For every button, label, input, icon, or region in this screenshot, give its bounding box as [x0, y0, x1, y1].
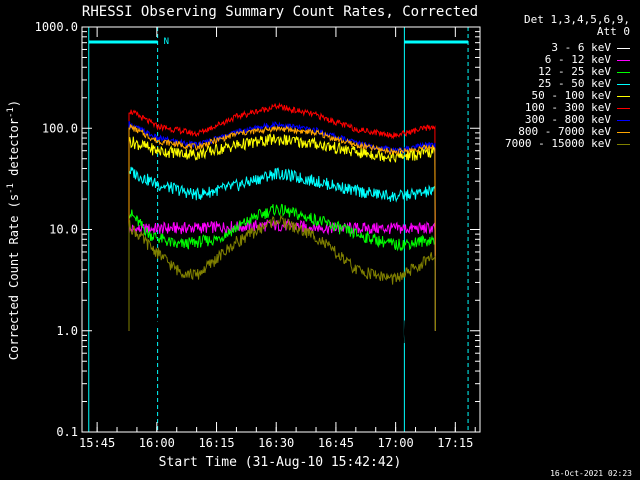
night-marker-label: N [164, 37, 169, 47]
y-tick-label: 0.1 [56, 425, 78, 439]
legend-swatch [617, 119, 630, 121]
legend-entry: 7000 - 15000 keV [505, 138, 630, 150]
legend-swatch [617, 131, 630, 133]
y-axis-label: Corrected Count Rate (s-1 detector-1) [6, 100, 21, 360]
legend-swatch [617, 59, 630, 61]
legend-swatch [617, 83, 630, 85]
x-tick-label: 16:15 [198, 436, 234, 450]
legend-entry: 50 - 100 keV [532, 90, 630, 102]
legend-attenuator-label: Att 0 [596, 25, 630, 38]
series-line [128, 133, 436, 331]
legend-entry: 3 - 6 keV [551, 42, 630, 54]
x-tick-label: 16:00 [139, 436, 175, 450]
y-tick-label: 10.0 [49, 223, 78, 237]
x-axis-label: Start Time (31-Aug-10 15:42:42) [159, 455, 402, 470]
series-line [128, 102, 436, 331]
y-tick-label: 100.0 [42, 121, 78, 135]
series-line [128, 213, 436, 331]
legend-entry: 300 - 800 keV [525, 114, 630, 126]
x-tick-label: 16:30 [258, 436, 294, 450]
legend-swatch [617, 47, 630, 49]
y-tick-label: 1.0 [56, 324, 78, 338]
x-tick-label: 16:45 [318, 436, 354, 450]
legend-entry: 6 - 12 keV [545, 54, 630, 66]
x-tick-label: 17:00 [378, 436, 414, 450]
x-tick-label: 17:15 [437, 436, 473, 450]
series-line [128, 203, 436, 331]
legend-entry: 25 - 50 keV [538, 78, 630, 90]
legend-swatch [617, 95, 630, 97]
legend-entry: 800 - 7000 keV [518, 126, 630, 138]
legend-entry: 12 - 25 keV [538, 66, 630, 78]
x-tick-label: 15:45 [79, 436, 115, 450]
series-layer [128, 102, 436, 347]
series-line [128, 218, 436, 331]
timestamp-label: 16-Oct-2021 02:23 [550, 469, 632, 478]
legend-swatch [617, 143, 630, 145]
legend-entry: 100 - 300 keV [525, 102, 630, 114]
series-line [128, 262, 436, 347]
y-tick-label: 1000.0 [35, 20, 78, 34]
chart-title: RHESSI Observing Summary Count Rates, Co… [82, 4, 478, 20]
legend-swatch [617, 71, 630, 73]
series-line [128, 124, 436, 331]
legend-swatch [617, 107, 630, 109]
series-line [128, 166, 436, 331]
legend-detector-label: Det 1,3,4,5,6,9, [524, 13, 630, 26]
axis-ticks: 0.1 1.0 10.0 100.0 1000.0 15:45 16:00 16:15 16:3… [35, 20, 480, 450]
